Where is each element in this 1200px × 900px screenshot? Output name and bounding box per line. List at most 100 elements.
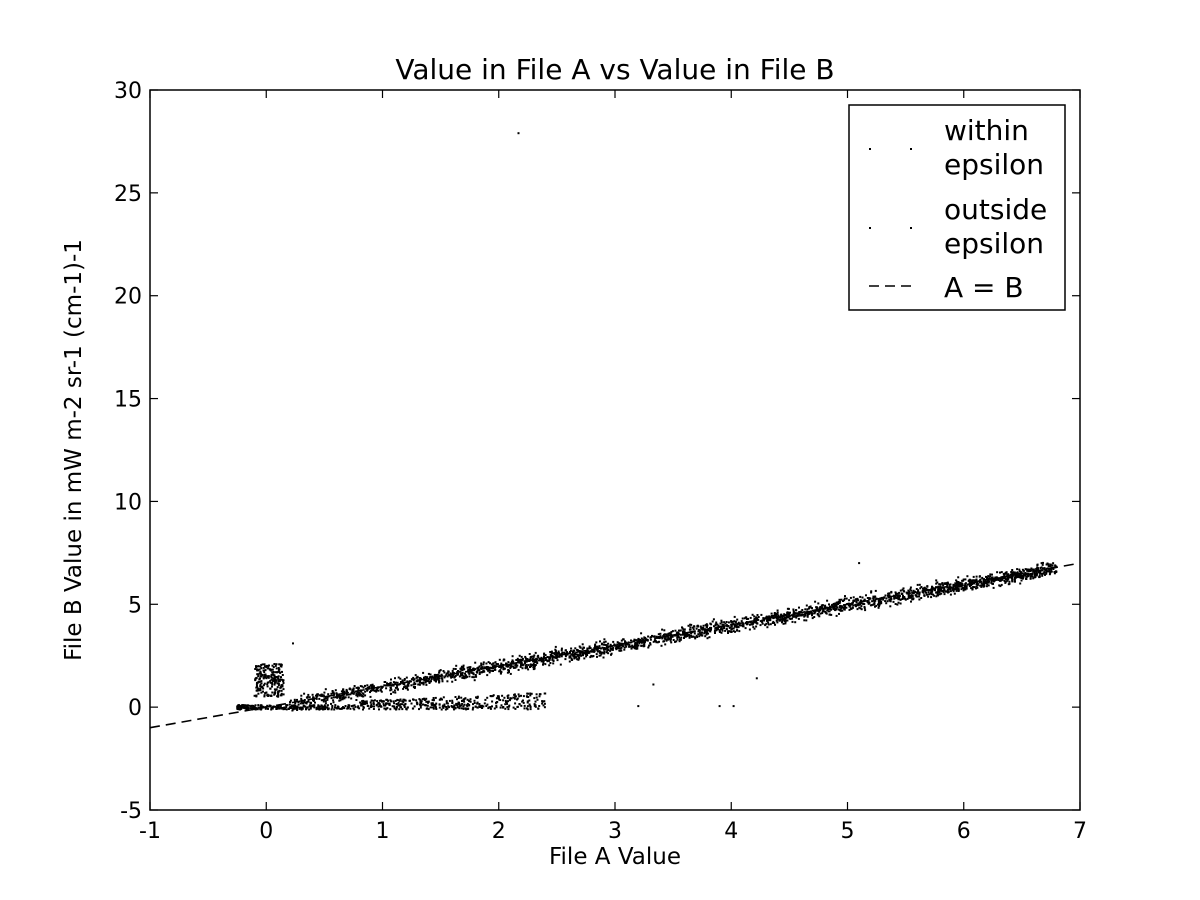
data-point <box>352 704 355 707</box>
data-point <box>255 686 258 689</box>
data-point <box>443 703 446 706</box>
data-point <box>635 639 638 642</box>
data-point <box>746 618 748 620</box>
data-point <box>1041 567 1044 570</box>
data-point <box>504 703 507 706</box>
data-point <box>308 705 311 708</box>
data-point <box>265 677 268 680</box>
data-point <box>718 629 721 632</box>
data-point <box>1012 571 1015 574</box>
data-point <box>453 704 456 707</box>
data-point <box>453 675 456 678</box>
data-point <box>576 658 579 661</box>
data-point <box>870 591 873 594</box>
data-point <box>907 595 910 598</box>
data-point <box>417 683 420 686</box>
data-point <box>346 707 349 710</box>
data-point <box>1053 571 1056 573</box>
data-point <box>533 664 535 666</box>
data-point <box>957 587 960 590</box>
data-point <box>748 623 751 626</box>
data-point <box>462 667 465 670</box>
data-point <box>418 681 421 684</box>
data-point <box>942 584 945 587</box>
data-point <box>383 707 386 710</box>
data-point <box>424 698 427 701</box>
data-point <box>698 631 701 634</box>
data-point <box>610 648 613 651</box>
data-point <box>557 652 560 654</box>
data-point <box>266 685 269 688</box>
data-point <box>1039 572 1042 575</box>
data-point <box>717 624 720 627</box>
data-point <box>262 684 265 687</box>
data-point <box>486 674 489 677</box>
data-point <box>529 656 532 659</box>
data-point <box>476 671 479 674</box>
data-point <box>716 628 719 631</box>
data-point <box>1043 567 1046 570</box>
data-point <box>292 642 294 645</box>
data-point <box>833 602 835 605</box>
data-point <box>433 674 436 677</box>
data-point <box>689 623 692 626</box>
data-point <box>450 675 453 678</box>
data-point <box>370 703 373 706</box>
data-point <box>362 693 365 695</box>
data-point <box>649 642 652 645</box>
data-point <box>856 598 858 601</box>
data-point <box>554 649 557 652</box>
data-point <box>271 683 274 686</box>
data-point <box>445 672 448 675</box>
data-point <box>503 667 506 670</box>
data-point <box>766 619 769 622</box>
data-point <box>845 606 848 609</box>
data-point <box>1033 574 1036 576</box>
data-point <box>964 588 967 591</box>
data-point <box>935 582 938 585</box>
data-point <box>518 654 521 657</box>
data-point <box>602 643 605 646</box>
data-point <box>1037 567 1039 570</box>
data-point <box>936 590 939 593</box>
data-point <box>393 702 396 705</box>
data-point <box>256 689 259 692</box>
data-point <box>505 665 508 668</box>
data-point <box>415 699 418 702</box>
data-point <box>935 591 938 594</box>
data-point <box>425 683 428 686</box>
data-point <box>887 592 890 595</box>
data-point <box>255 677 258 680</box>
data-point <box>964 578 967 581</box>
data-point <box>806 608 809 611</box>
data-point <box>341 697 344 700</box>
data-point <box>725 621 728 623</box>
data-point <box>322 694 325 697</box>
data-point <box>957 576 960 579</box>
data-point <box>666 635 669 638</box>
data-point <box>610 653 612 656</box>
data-point <box>607 642 610 645</box>
data-point <box>607 652 610 655</box>
data-point <box>456 671 459 674</box>
data-point <box>388 702 391 705</box>
data-point <box>579 653 582 656</box>
data-point <box>508 699 511 701</box>
data-point <box>301 699 304 702</box>
data-point <box>524 662 526 665</box>
data-point <box>270 706 273 709</box>
data-point <box>275 679 278 682</box>
data-point <box>258 680 261 683</box>
data-point <box>286 704 289 707</box>
data-point <box>501 694 504 697</box>
data-point <box>402 701 405 703</box>
data-point <box>257 675 260 678</box>
data-point <box>774 623 776 626</box>
data-point <box>818 609 821 612</box>
data-point <box>605 646 608 649</box>
data-point <box>1002 572 1005 575</box>
data-point <box>529 694 532 697</box>
data-point <box>504 699 507 702</box>
data-point <box>257 689 260 692</box>
data-point <box>305 702 308 705</box>
